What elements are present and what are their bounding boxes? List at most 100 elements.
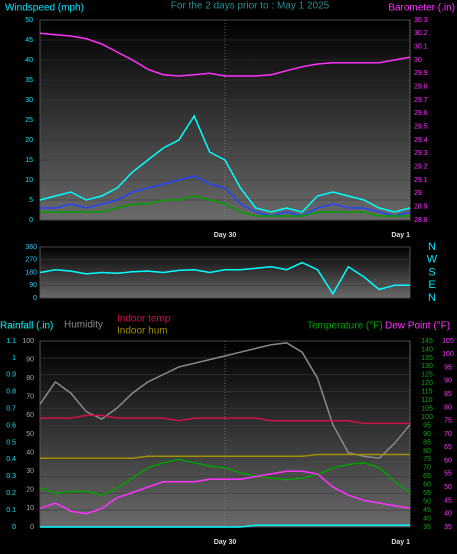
y-tick-label: 80 [444, 404, 452, 411]
y-tick-label: E [428, 279, 435, 291]
y-tick-label: 55 [444, 471, 452, 478]
y-tick-label: N [428, 241, 436, 253]
y-tick-label: 20 [25, 137, 33, 144]
x-tick-label: Day 1 [391, 539, 410, 546]
y-tick-label: 40 [423, 515, 431, 522]
y-tick-label: N [428, 292, 436, 304]
y-tick-label: 70 [26, 394, 34, 401]
y-tick-label: 30 [26, 468, 34, 475]
x-tick-label: Day 30 [214, 232, 237, 239]
y-tick-label: 35 [444, 524, 452, 531]
y-tick-label: 29.9 [414, 70, 428, 77]
y-tick-label: 1.1 [6, 338, 16, 345]
y-tick-label: 50 [423, 498, 431, 505]
y-tick-label: 28.9 [414, 204, 428, 211]
y-tick-label: 65 [423, 473, 431, 480]
y-tick-label: 80 [26, 375, 34, 382]
series-line [39, 342, 411, 459]
y-tick-label: 0.6 [6, 422, 16, 429]
y-tick-label: 0.5 [6, 439, 16, 446]
y-tick-label: 100 [22, 338, 34, 345]
y-tick-label: 105 [442, 338, 454, 345]
series-line [40, 524, 410, 528]
y-tick-label: 30.2 [414, 30, 428, 37]
y-tick-label: 29.2 [414, 164, 428, 171]
y-tick-label: 70 [423, 465, 431, 472]
legend-label: Rainfall (.in) [0, 321, 53, 332]
y-tick-label: 100 [442, 351, 454, 358]
y-tick-label: 29 [414, 190, 422, 197]
y-tick-label: 29.1 [414, 177, 428, 184]
y-tick-label: 30.3 [414, 17, 428, 24]
y-tick-label: 15 [25, 157, 33, 164]
y-tick-label: 0.1 [6, 507, 16, 514]
chart-title: For the 2 days prior to : May 1 2025 [171, 1, 330, 12]
y-tick-label: 0.2 [6, 490, 16, 497]
y-tick-label: 40 [25, 57, 33, 64]
y-tick-label: 85 [423, 439, 431, 446]
y-tick-label: 0 [33, 295, 37, 302]
y-tick-label: 0.4 [6, 456, 16, 463]
y-tick-label: 90 [423, 431, 431, 438]
y-tick-label: 0.3 [6, 473, 16, 480]
y-tick-label: 80 [423, 448, 431, 455]
y-tick-label: 70 [444, 431, 452, 438]
y-tick-label: 50 [26, 431, 34, 438]
y-tick-label: 50 [444, 484, 452, 491]
y-tick-label: 120 [421, 380, 433, 387]
y-tick-label: 60 [444, 457, 452, 464]
y-tick-label: 28.8 [414, 217, 428, 224]
y-tick-label: 29.8 [414, 84, 428, 91]
legend-label: Indoor temp [117, 314, 171, 325]
y-tick-label: 25 [25, 117, 33, 124]
y-tick-label: W [427, 254, 438, 266]
y-tick-label: 130 [421, 363, 433, 370]
y-tick-label: 100 [421, 414, 433, 421]
y-tick-label: 1 [12, 355, 16, 362]
y-tick-label: 30 [25, 97, 33, 104]
y-tick-label: 125 [421, 372, 433, 379]
series-line [39, 470, 411, 515]
y-tick-label: 140 [421, 346, 433, 353]
y-tick-label: 0 [30, 524, 34, 531]
y-tick-label: 0.7 [6, 405, 16, 412]
y-tick-label: 45 [25, 37, 33, 44]
y-tick-label: 0.9 [6, 372, 16, 379]
series-line [40, 175, 411, 217]
y-tick-label: 360 [25, 244, 37, 251]
series-line [39, 458, 411, 496]
y-tick-label: 5 [29, 197, 33, 204]
axis-title: Barometer (.in) [388, 3, 455, 14]
series-line [39, 261, 410, 296]
y-tick-label: 35 [423, 524, 431, 531]
y-tick-label: 115 [421, 389, 432, 396]
y-tick-label: 85 [444, 391, 452, 398]
y-tick-label: 29.5 [414, 124, 428, 131]
y-tick-label: 30.1 [414, 44, 428, 51]
y-tick-label: 40 [26, 449, 34, 456]
series-line [40, 414, 410, 425]
legend-label: Humidity [64, 320, 103, 331]
y-tick-label: 90 [26, 356, 34, 363]
y-tick-label: 35 [25, 77, 33, 84]
y-tick-label: 270 [25, 257, 37, 264]
y-tick-label: 65 [444, 444, 452, 451]
series-line [39, 114, 411, 213]
y-tick-label: S [428, 266, 435, 278]
y-tick-label: 20 [26, 487, 34, 494]
x-tick-label: Day 30 [214, 539, 237, 546]
y-tick-label: 55 [423, 490, 431, 497]
y-tick-label: 50 [25, 17, 33, 24]
y-tick-label: 29.4 [414, 137, 428, 144]
y-tick-label: 75 [423, 456, 431, 463]
y-tick-label: 135 [421, 355, 433, 362]
y-tick-label: 60 [26, 412, 34, 419]
y-tick-label: 0 [29, 217, 33, 224]
y-tick-label: 95 [444, 364, 452, 371]
series-line [40, 453, 410, 459]
y-tick-label: 90 [444, 378, 452, 385]
y-tick-label: 0 [12, 524, 16, 531]
legend-label: Dew Point (°F) [385, 321, 450, 332]
